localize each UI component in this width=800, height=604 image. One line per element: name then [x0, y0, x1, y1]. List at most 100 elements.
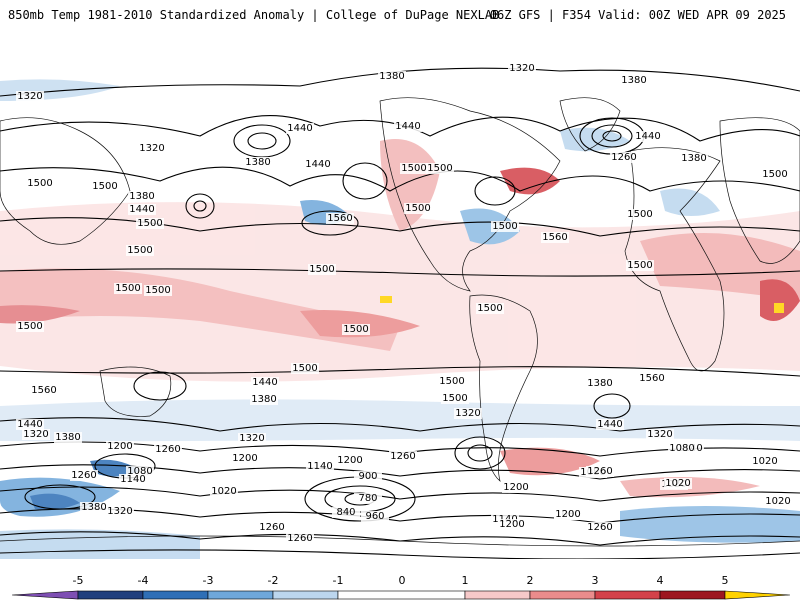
contour-label: 1500 [427, 163, 452, 174]
contour-label: 1380 [81, 502, 106, 513]
colorbar-tick-label: -1 [333, 574, 344, 587]
anomaly-map: 1320 1380 1320 1380 1440 1440 1500 1440 1380 1260… [0, 41, 800, 559]
contour-label: 1440 [597, 419, 622, 430]
contour-label: 1500 [762, 169, 787, 180]
contour-label: 1260 [155, 444, 180, 455]
colorbar-canvas: -5 -4 -3 -2 -1 0 1 2 3 4 5 [11, 574, 791, 600]
contour-label-bg [664, 478, 692, 489]
contour-label-bg [128, 191, 156, 202]
contour-label: 1500 [27, 178, 52, 189]
contour-label-bg [508, 63, 536, 74]
contour-label-bg [332, 507, 360, 518]
contour-label: 1500 [17, 321, 42, 332]
contour-label-bg [291, 363, 319, 374]
contour-label: 1320 [239, 433, 264, 444]
contour-label-bg [258, 522, 286, 533]
colorbar-tick-label: -5 [73, 574, 84, 587]
contour-label: 1380 [129, 191, 154, 202]
contour-label: 1500 [115, 283, 140, 294]
contour-label-bg [16, 419, 44, 430]
contour-label: 1380 [379, 71, 404, 82]
contour-label: 900 [358, 471, 377, 482]
colorbar-strip [11, 590, 791, 600]
contour-label-bg [502, 482, 530, 493]
contour-label: 1140 [307, 461, 332, 472]
contour-label-bg [342, 324, 370, 335]
contour-label: 1200 [555, 509, 580, 520]
contour-label: 1380 [621, 75, 646, 86]
contour-label-bg [454, 408, 482, 419]
contour-label: 1380 [587, 378, 612, 389]
contour-label-bg [586, 466, 614, 477]
contour-label: 1440 [305, 159, 330, 170]
colorbar-tick-label: 1 [462, 574, 469, 587]
contour-label: 960 [365, 511, 384, 522]
contour-label-bg [378, 71, 406, 82]
contour-label: 1500 [477, 303, 502, 314]
contour-label-bg [136, 218, 164, 229]
contour-label-bg [634, 131, 662, 142]
contour-label: 1560 [542, 232, 567, 243]
contour-label-bg [610, 152, 638, 163]
contour-label-bg [114, 283, 142, 294]
colorbar-right-arrow [724, 590, 791, 600]
contour-label: 1200 [499, 519, 524, 530]
contour-label-bg [106, 506, 134, 517]
contour-label-bg [251, 377, 279, 388]
contour-label-bg [498, 519, 526, 530]
contour-label-bg [354, 471, 382, 482]
contour-label: 1260 [71, 470, 96, 481]
contour-label-bg [30, 385, 58, 396]
contour-label-bg [400, 163, 428, 174]
contour-label-bg [394, 121, 422, 132]
contour-label: 1200 [503, 482, 528, 493]
contour-label: 1500 [343, 324, 368, 335]
contour-label: 1320 [647, 429, 672, 440]
contour-label-bg [238, 433, 266, 444]
contour-label-bg [541, 232, 569, 243]
contour-label: 1020 [211, 486, 236, 497]
anomaly-shading [0, 79, 800, 559]
contour-label-bg [16, 91, 44, 102]
contour-label-bg [326, 213, 354, 224]
contour-label-bg [154, 444, 182, 455]
contour-label-bg [668, 443, 696, 454]
contour-label-bg [80, 502, 108, 513]
contour-label: 1500 [92, 181, 117, 192]
contour-label-bg [26, 178, 54, 189]
contour-label: 1500 [627, 260, 652, 271]
contour-label-bg [764, 496, 792, 507]
contour-label: 1320 [509, 63, 534, 74]
contour-label-bg [144, 285, 172, 296]
contour-label: 1260 [587, 522, 612, 533]
colorbar-tick-label: 4 [657, 574, 664, 587]
contour-label-bg [626, 260, 654, 271]
contour-label: 1020 [765, 496, 790, 507]
model-run-info: 06Z GFS | F354 Valid: 00Z WED APR 09 202… [489, 8, 786, 22]
contour-label: 1560 [327, 213, 352, 224]
colorbar-tick-label: -2 [268, 574, 279, 587]
contour-label: 1380 [251, 394, 276, 405]
contour-label: 1500 [439, 376, 464, 387]
contour-label-bg [336, 455, 364, 466]
contour-label-bg [626, 209, 654, 220]
colorbar-tick-labels: -5 -4 -3 -2 -1 0 1 2 3 4 5 [73, 574, 729, 587]
contour-label-bg [438, 376, 466, 387]
contour-label: 1260 [587, 466, 612, 477]
contour-label-bg [119, 474, 147, 485]
contour-label: 1200 [107, 441, 132, 452]
contour-label: 1260 [611, 152, 636, 163]
colorbar-tick-label: 0 [399, 574, 406, 587]
colorbar-tick-label: 2 [527, 574, 534, 587]
contour-label: 1320 [139, 143, 164, 154]
contour-label: 1560 [31, 385, 56, 396]
contour-label: 1500 [309, 264, 334, 275]
contour-label-bg [244, 157, 272, 168]
anomaly-colorbar: -5 -4 -3 -2 -1 0 1 2 3 4 5 [0, 570, 800, 600]
contour-label-bg [586, 522, 614, 533]
contour-label-bg [308, 264, 336, 275]
contour-label: 1260 [390, 451, 415, 462]
contour-label-bg [389, 451, 417, 462]
contour-label-bg [286, 123, 314, 134]
